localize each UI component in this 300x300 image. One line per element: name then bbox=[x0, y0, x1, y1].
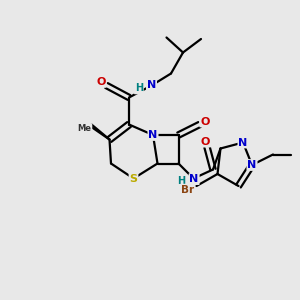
Text: N: N bbox=[147, 80, 156, 91]
Text: H: H bbox=[135, 83, 143, 94]
Text: H: H bbox=[177, 176, 185, 187]
Text: O: O bbox=[96, 77, 106, 87]
Text: N: N bbox=[190, 174, 199, 184]
Text: S: S bbox=[130, 173, 137, 184]
Text: N: N bbox=[248, 160, 256, 170]
Text: N: N bbox=[148, 130, 158, 140]
Text: Br: Br bbox=[181, 184, 194, 195]
Text: N: N bbox=[238, 137, 247, 148]
Text: Me: Me bbox=[78, 124, 92, 133]
Text: O: O bbox=[200, 116, 210, 127]
Text: O: O bbox=[201, 136, 210, 147]
